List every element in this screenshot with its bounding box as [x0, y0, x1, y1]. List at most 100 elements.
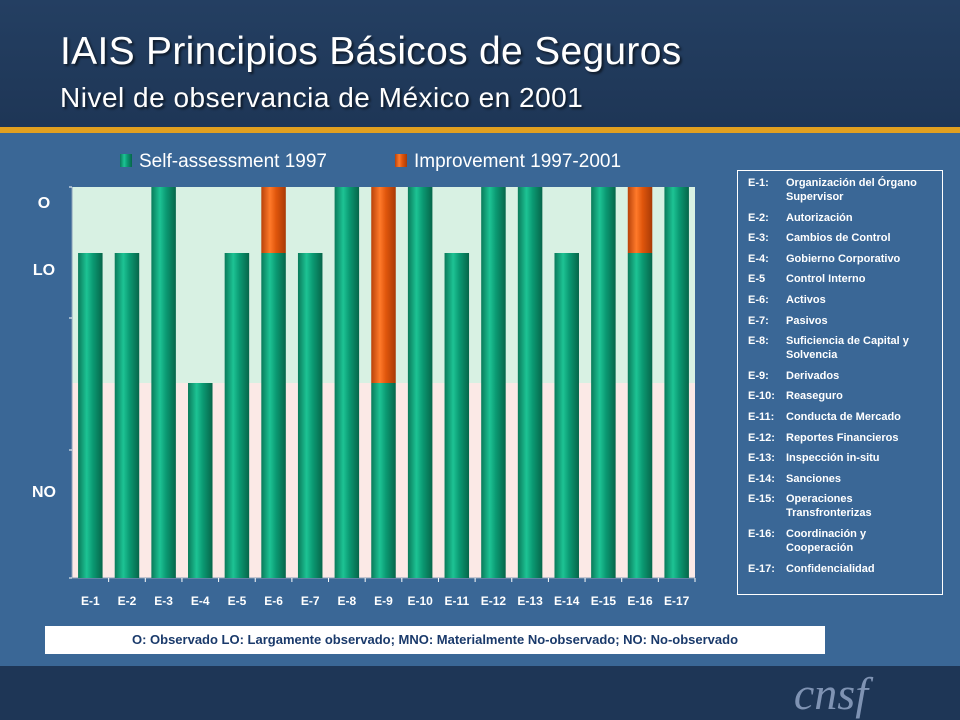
- x-tick-label: E-9: [374, 594, 393, 608]
- principle-label: Conducta de Mercado: [786, 410, 901, 423]
- principle-item: E-15: Operaciones Transfronterizas: [748, 492, 936, 520]
- principle-label: Organización del Órgano Supervisor: [786, 177, 917, 203]
- x-tick-label: E-11: [444, 594, 469, 608]
- principle-code: E-5: [748, 273, 766, 286]
- principle-code: E-7:: [748, 314, 769, 327]
- footnote: O: Observado LO: Largamente observado; M…: [45, 626, 825, 654]
- bar-self-assessment: [554, 253, 579, 578]
- principle-item: E-2: Autorización: [748, 211, 936, 225]
- x-tick-label: E-7: [301, 594, 320, 608]
- bar-self-assessment: [407, 187, 433, 578]
- y-level-label: LO: [33, 262, 55, 279]
- principle-code: E-14:: [748, 472, 775, 485]
- principle-label: Inspección in-situ: [786, 452, 880, 465]
- principle-item: E-5 Control Interno: [748, 272, 936, 286]
- principle-label: Operaciones Transfronterizas: [786, 493, 872, 520]
- bar-self-assessment: [114, 253, 140, 578]
- principle-item: E-6: Activos: [748, 293, 936, 307]
- principle-label: Reportes Financieros: [786, 431, 899, 444]
- bar-self-assessment: [188, 383, 213, 578]
- principle-item: E-7: Pasivos: [748, 314, 936, 328]
- bar-self-assessment: [261, 253, 286, 578]
- bar-self-assessment: [664, 187, 689, 578]
- principle-code: E-8:: [748, 335, 769, 348]
- y-level-label: NO: [32, 484, 56, 501]
- x-tick-label: E-2: [118, 594, 137, 608]
- principle-label: Control Interno: [786, 273, 866, 286]
- bar-self-assessment: [297, 253, 323, 578]
- header-divider: [0, 127, 960, 133]
- bar-self-assessment: [481, 187, 506, 578]
- principle-item: E-8: Suficiencia de Capital y Solvencia: [748, 334, 936, 362]
- principle-label: Suficiencia de Capital y Solvencia: [786, 335, 909, 362]
- principle-label: Gobierno Corporativo: [786, 252, 901, 265]
- bar-self-assessment: [591, 187, 616, 578]
- x-tick-label: E-12: [481, 594, 507, 608]
- bar-self-assessment: [444, 253, 470, 578]
- x-tick-label: E-5: [228, 594, 247, 608]
- principle-item: E-11: Conducta de Mercado: [748, 410, 936, 424]
- principle-item: E-9: Derivados: [748, 369, 936, 383]
- principle-code: E-3:: [748, 232, 769, 245]
- principle-item: E-1: Organización del Órgano Supervisor: [748, 176, 936, 204]
- principle-label: Derivados: [786, 369, 840, 382]
- bar-improvement: [261, 187, 286, 253]
- bar-improvement: [627, 187, 653, 253]
- principle-code: E-12:: [748, 431, 775, 444]
- principle-label: Pasivos: [786, 314, 828, 327]
- slide-subtitle: Nivel de observancia de México en 2001: [60, 82, 584, 113]
- bar-self-assessment: [224, 253, 250, 578]
- principle-code: E-16:: [748, 527, 775, 540]
- principle-code: E-6:: [748, 293, 769, 306]
- principle-code: E-2:: [748, 211, 769, 224]
- principles-legend: E-1: Organización del Órgano Supervisor E-…: [737, 170, 943, 595]
- principle-code: E-15:: [748, 493, 775, 506]
- principle-code: E-11:: [748, 410, 775, 423]
- bar-self-assessment: [627, 253, 653, 578]
- principle-item: E-3: Cambios de Control: [748, 231, 936, 245]
- x-tick-label: E-16: [627, 594, 653, 608]
- x-tick-label: E-13: [517, 594, 543, 608]
- bar-self-assessment: [334, 187, 360, 578]
- principle-item: E-16: Coordinación y Cooperación: [748, 527, 936, 555]
- principle-label: Coordinación y Cooperación: [786, 527, 867, 554]
- principle-label: Autorización: [786, 211, 853, 224]
- bar-self-assessment: [371, 383, 396, 578]
- principle-item: E-4: Gobierno Corporativo: [748, 252, 936, 266]
- x-tick-label: E-8: [338, 594, 357, 608]
- legend-label: Self-assessment 1997: [139, 151, 327, 172]
- principle-item: E-14: Sanciones: [748, 472, 936, 486]
- legend-swatch: [395, 154, 407, 167]
- x-tick-label: E-10: [407, 594, 433, 608]
- principle-code: E-10:: [748, 390, 775, 403]
- stacked-bar-chart: E-1 E-2 E-3 E-4 E-5 E-6 E-7 E-8 E-9 E-10 E-11 E-12 E…: [32, 151, 696, 608]
- bar-improvement: [371, 187, 396, 383]
- principle-label: Activos: [786, 293, 826, 306]
- cnsf-logo: cnsf: [793, 668, 868, 719]
- principle-code: E-9:: [748, 369, 769, 382]
- x-tick-label: E-3: [154, 594, 173, 608]
- bar-self-assessment: [78, 253, 103, 578]
- slide-title: IAIS Principios Básicos de Seguros: [60, 30, 682, 73]
- principle-label: Cambios de Control: [786, 232, 891, 245]
- principle-label: Confidencialidad: [786, 562, 875, 575]
- legend-swatch: [120, 154, 132, 167]
- principle-item: E-13: Inspección in-situ: [748, 451, 936, 465]
- principle-code: E-17:: [748, 562, 775, 575]
- principle-code: E-4:: [748, 252, 769, 265]
- bar-self-assessment: [151, 187, 176, 578]
- principle-label: Reaseguro: [786, 390, 843, 403]
- principle-item: E-10: Reaseguro: [748, 389, 936, 403]
- x-tick-label: E-14: [554, 594, 580, 608]
- legend-label: Improvement 1997-2001: [414, 151, 621, 172]
- principle-code: E-13:: [748, 452, 775, 465]
- y-level-label: O: [38, 195, 50, 212]
- x-tick-label: E-6: [264, 594, 283, 608]
- footer-band: [0, 666, 960, 720]
- principle-item: E-17: Confidencialidad: [748, 562, 936, 576]
- principle-item: E-12: Reportes Financieros: [748, 431, 936, 445]
- x-tick-label: E-17: [664, 594, 690, 608]
- header-band: IAIS Principios Básicos de Seguros Nivel…: [0, 0, 960, 127]
- principle-code: E-1:: [748, 177, 769, 189]
- x-tick-label: E-4: [191, 594, 210, 608]
